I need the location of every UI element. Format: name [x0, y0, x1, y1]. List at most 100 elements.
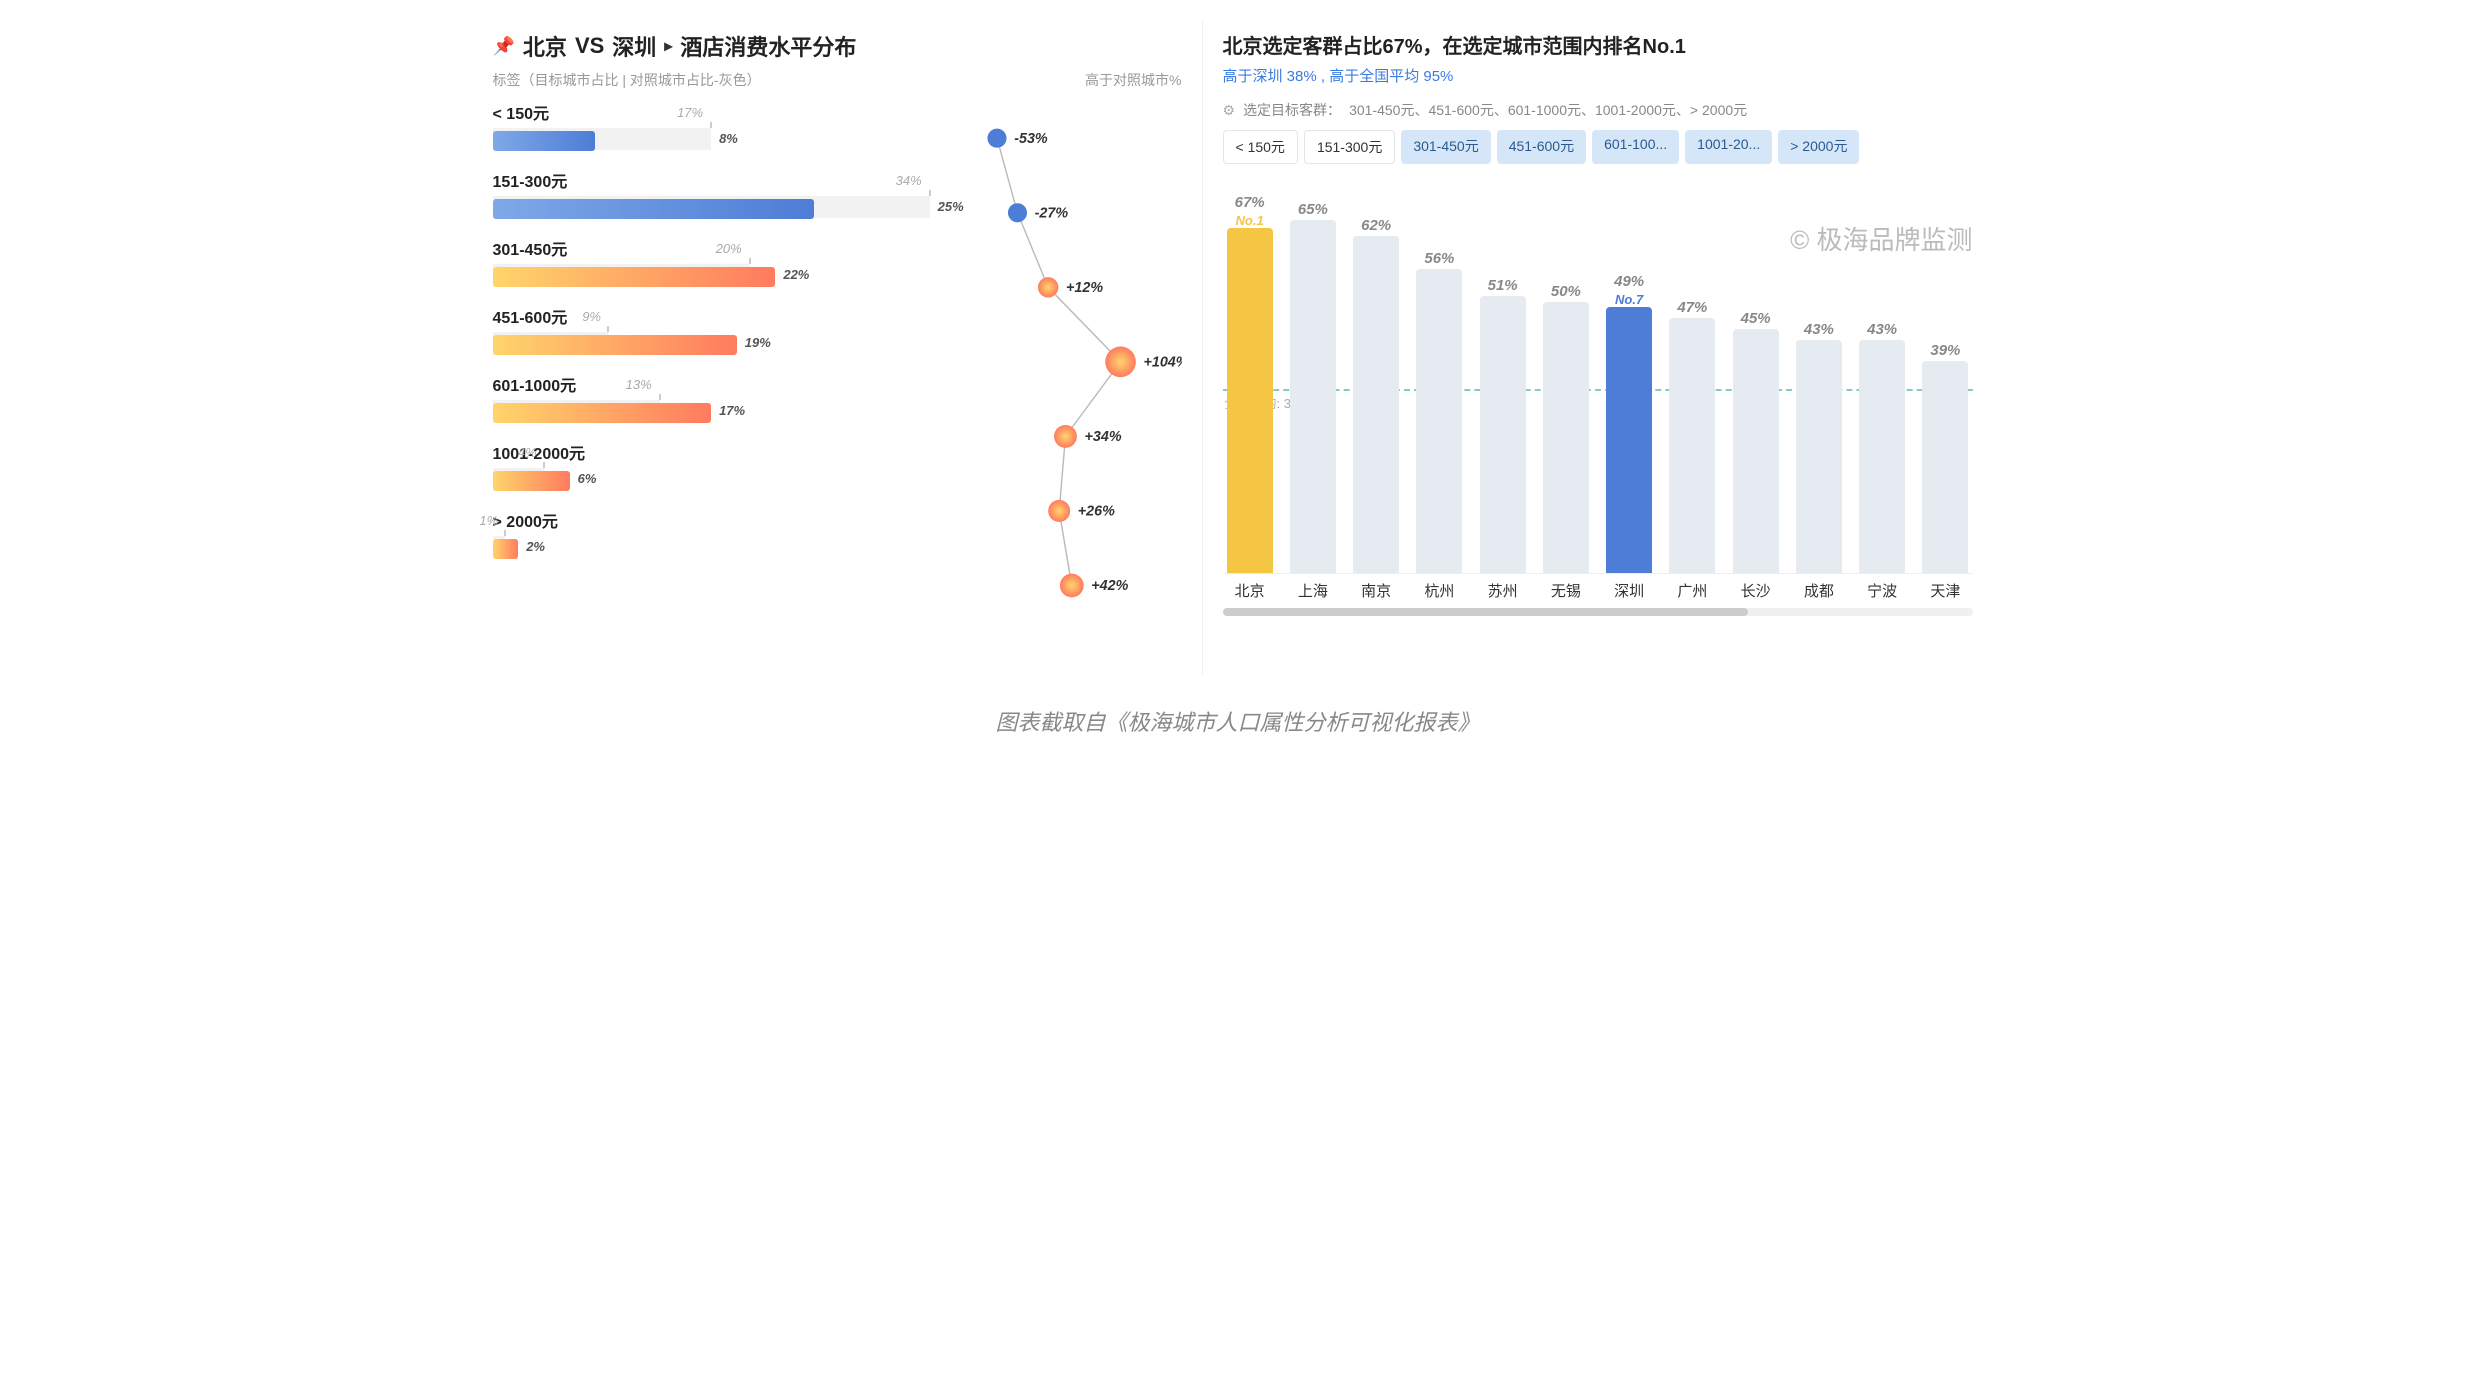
vs-label: VS — [575, 33, 604, 59]
dist-item: 301-450元 20% 22% — [493, 236, 963, 290]
segment-chip[interactable]: 1001-20... — [1685, 130, 1772, 164]
value-label: 25% — [938, 199, 964, 214]
diff-label: +34% — [1084, 429, 1121, 445]
rank-city: 无锡 — [1551, 580, 1581, 601]
dist-item: 151-300元 34% 25% — [493, 168, 963, 222]
footer-caption: 图表截取自《极海城市人口属性分析可视化报表》 — [483, 705, 1993, 737]
rank-pct: 39% — [1930, 342, 1960, 359]
diff-dot — [987, 129, 1006, 148]
rank-bar-item: 50% 无锡 — [1539, 194, 1593, 573]
rank-bar-item: 45% 长沙 — [1729, 194, 1783, 573]
segment-text: 301-450元、451-600元、601-1000元、1001-2000元、>… — [1349, 100, 1747, 120]
bars-column: < 150元 17% 8% 151-300元 34% 25% 301-450元 … — [493, 100, 963, 665]
dist-item: 451-600元 9% 19% — [493, 304, 963, 358]
dist-item: > 2000元 1% 2% — [493, 508, 963, 562]
rank-scrollbar[interactable] — [1223, 608, 1973, 616]
dist-label: < 150元 — [493, 100, 550, 124]
segment-label: 选定目标客群： — [1243, 100, 1341, 120]
ref-label: 9% — [582, 309, 601, 324]
legend-label: 标签（目标城市占比 | 对照城市占比-灰色） — [493, 70, 761, 90]
rank-bar — [1543, 302, 1589, 573]
gear-icon: ⚙ — [1223, 102, 1236, 119]
scrollbar-thumb[interactable] — [1223, 608, 1748, 616]
dist-item: 1001-2000元 4% 6% — [493, 440, 963, 494]
comparison-label: 高于对照城市% — [1085, 70, 1181, 90]
rank-bars: 全国平均: 34% 67% No.1 北京 65% 上海 62% 南京 56% … — [1223, 194, 1973, 574]
dist-label: 451-600元 — [493, 304, 568, 328]
segment-chip[interactable]: < 150元 — [1223, 130, 1298, 164]
ref-label: 17% — [677, 105, 703, 120]
dist-item: < 150元 17% 8% — [493, 100, 963, 154]
rank-pct: 43% — [1804, 321, 1834, 338]
rank-bar — [1290, 220, 1336, 573]
ref-label: 4% — [518, 445, 537, 460]
rank-pct: 49% — [1614, 273, 1644, 290]
rank-city: 苏州 — [1488, 580, 1518, 601]
rank-badge: No.7 — [1615, 292, 1643, 307]
comparison-chart: -53%-27%+12%+104%+34%+26%+42% — [973, 100, 1182, 660]
dist-label: 601-1000元 — [493, 372, 577, 396]
rank-bar — [1669, 318, 1715, 573]
rank-bar — [1733, 329, 1779, 573]
diff-label: -53% — [1014, 131, 1048, 147]
rank-bar — [1416, 269, 1462, 573]
rank-bar — [1606, 307, 1652, 573]
value-bar — [493, 335, 737, 355]
rank-pct: 47% — [1677, 299, 1707, 316]
dist-item: 601-1000元 13% 17% — [493, 372, 963, 426]
ref-label: 13% — [626, 377, 652, 392]
rank-city: 北京 — [1235, 580, 1265, 601]
ref-label: 34% — [896, 173, 922, 188]
rank-pct: 65% — [1298, 201, 1328, 218]
diff-label: +42% — [1091, 578, 1128, 594]
rank-bar — [1922, 361, 1968, 573]
segment-chip[interactable]: 151-300元 — [1304, 130, 1395, 164]
value-label: 2% — [526, 539, 545, 554]
value-label: 17% — [719, 403, 745, 418]
rank-bar-item: 67% No.1 北京 — [1223, 194, 1277, 573]
value-label: 22% — [783, 267, 809, 282]
rank-pct: 50% — [1551, 283, 1581, 300]
value-label: 8% — [719, 131, 738, 146]
diff-dot — [1105, 347, 1136, 378]
rank-city: 长沙 — [1741, 580, 1771, 601]
rank-city: 成都 — [1804, 580, 1834, 601]
value-label: 6% — [578, 471, 597, 486]
rank-bar — [1353, 236, 1399, 573]
value-bar — [493, 403, 712, 423]
segment-chip[interactable]: 301-450元 — [1401, 130, 1490, 164]
rank-pct: 56% — [1424, 250, 1454, 267]
diff-label: -27% — [1034, 206, 1068, 222]
value-bar — [493, 539, 519, 559]
rank-bar-item: 39% 天津 — [1918, 194, 1972, 573]
diff-dot — [1037, 277, 1057, 297]
value-bar — [493, 267, 776, 287]
segment-chip[interactable]: > 2000元 — [1778, 130, 1859, 164]
rank-pct: 67% — [1235, 194, 1265, 211]
distribution-panel: 📌 北京 VS 深圳 ▸ 酒店消费水平分布 标签（目标城市占比 | 对照城市占比… — [483, 20, 1203, 675]
dist-label: 301-450元 — [493, 236, 568, 260]
segment-chip[interactable]: 451-600元 — [1497, 130, 1586, 164]
rank-city: 杭州 — [1424, 580, 1454, 601]
rank-bar-item: 43% 成都 — [1792, 194, 1846, 573]
comparison-column: -53%-27%+12%+104%+34%+26%+42% — [963, 100, 1182, 665]
rank-bar — [1859, 340, 1905, 573]
diff-label: +26% — [1077, 504, 1114, 520]
city-1: 北京 — [523, 30, 567, 62]
rank-pct: 51% — [1488, 277, 1518, 294]
rank-pct: 62% — [1361, 217, 1391, 234]
rank-bar-item: 56% 杭州 — [1412, 194, 1466, 573]
value-bar — [493, 131, 596, 151]
ranking-panel: 北京选定客群占比67%，在选定城市范围内排名No.1 高于深圳 38% , 高于… — [1203, 20, 1993, 675]
rank-city: 广州 — [1677, 580, 1707, 601]
value-label: 19% — [745, 335, 771, 350]
segment-chip[interactable]: 601-100... — [1592, 130, 1679, 164]
rank-pct: 43% — [1867, 321, 1897, 338]
right-title: 北京选定客群占比67%，在选定城市范围内排名No.1 — [1223, 30, 1973, 59]
diff-dot — [1059, 574, 1083, 598]
rank-bar-item: 65% 上海 — [1286, 194, 1340, 573]
pin-icon: 📌 — [493, 36, 515, 57]
rank-pct: 45% — [1741, 310, 1771, 327]
dist-label: > 2000元 — [493, 508, 558, 532]
segment-row: ⚙ 选定目标客群： 301-450元、451-600元、601-1000元、10… — [1223, 100, 1973, 120]
